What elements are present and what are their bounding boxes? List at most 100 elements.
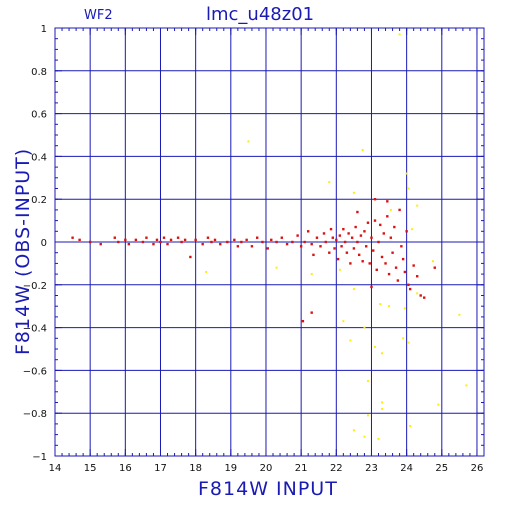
data-point-matched <box>356 210 359 214</box>
data-point-matched <box>342 227 345 231</box>
data-point-matched <box>201 242 204 246</box>
data-point-matched <box>372 249 375 252</box>
data-point-matched <box>350 236 354 239</box>
data-point-matched <box>169 238 173 242</box>
data-point-unmatched <box>405 172 408 175</box>
data-point-matched <box>336 257 340 261</box>
data-point-unmatched <box>363 326 366 329</box>
data-point-matched <box>189 255 192 259</box>
data-point-unmatched <box>363 435 366 438</box>
y-tick-label: 0.2 <box>31 195 47 206</box>
x-tick-label: 15 <box>84 463 97 474</box>
y-axis-label: F814W (OBS-INPUT) <box>12 147 34 355</box>
data-point-matched <box>255 236 259 239</box>
data-point-matched <box>368 262 371 265</box>
data-point-matched <box>155 238 159 242</box>
data-point-matched <box>303 240 306 244</box>
data-point-unmatched <box>366 414 369 417</box>
data-point-unmatched <box>205 270 208 273</box>
y-tick-label: 0.8 <box>31 67 47 78</box>
data-point-matched <box>391 251 394 254</box>
y-tick-label: −0.2 <box>23 281 47 292</box>
y-tick-label: −0.8 <box>23 409 47 420</box>
y-tick-label: −0.4 <box>23 324 47 335</box>
data-point-matched <box>233 238 236 242</box>
y-tick-label: 0 <box>41 238 47 249</box>
data-point-matched <box>377 240 380 244</box>
data-point-unmatched <box>458 313 461 316</box>
data-point-matched <box>394 266 398 269</box>
data-point-unmatched <box>361 148 364 151</box>
data-point-matched <box>433 266 436 269</box>
data-point-matched <box>88 240 92 244</box>
data-point-matched <box>250 245 254 248</box>
data-point-matched <box>213 238 217 242</box>
plot-frame <box>54 27 485 457</box>
data-point-unmatched <box>465 384 468 387</box>
data-point-matched <box>141 240 145 244</box>
y-tick-label: −1 <box>32 452 47 463</box>
data-point-matched <box>370 285 373 289</box>
x-tick-label: 25 <box>435 463 448 474</box>
data-point-unmatched <box>328 181 331 184</box>
data-point-matched <box>145 236 148 239</box>
data-point-unmatched <box>247 140 250 143</box>
data-point-matched <box>315 236 319 239</box>
data-point-matched <box>396 279 400 282</box>
data-point-matched <box>240 240 243 244</box>
chart-tick-labels: 14 15 16 17 18 19 20 21 22 23 24 25 26 −1 −0.8 −0.6 −0.4… <box>23 24 484 474</box>
data-point-unmatched <box>416 292 419 295</box>
data-point-unmatched <box>388 305 391 308</box>
data-point-matched <box>335 238 338 242</box>
data-point-unmatched <box>381 401 384 404</box>
chart-title: lmc_u48z01 <box>206 4 315 25</box>
data-point-matched <box>266 247 269 250</box>
data-point-unmatched <box>373 345 376 348</box>
data-point-matched <box>347 232 350 235</box>
data-point-unmatched <box>275 266 278 269</box>
data-point-unmatched <box>379 303 382 306</box>
data-point-matched <box>393 225 396 229</box>
data-point-matched <box>375 268 378 272</box>
data-point-matched <box>291 240 294 244</box>
data-point-matched <box>113 236 116 239</box>
data-point-matched <box>162 236 166 239</box>
data-point-matched <box>299 245 303 248</box>
data-point-unmatched <box>389 208 392 211</box>
data-point-matched <box>405 230 408 233</box>
data-point-matched <box>127 242 131 246</box>
data-point-matched <box>349 262 352 265</box>
data-point-matched <box>408 287 412 291</box>
data-point-unmatched <box>352 191 355 194</box>
data-point-matched <box>270 238 273 242</box>
data-point-unmatched <box>342 320 345 323</box>
x-axis-label: F814W INPUT <box>198 478 338 500</box>
data-point-matched <box>412 264 415 267</box>
data-point-matched <box>180 240 183 244</box>
data-point-matched <box>71 236 74 239</box>
x-tick-label: 20 <box>260 463 273 474</box>
data-point-unmatched <box>310 273 313 276</box>
data-point-unmatched <box>381 352 384 355</box>
data-point-unmatched <box>352 429 355 432</box>
data-point-unmatched <box>352 288 355 291</box>
data-point-matched <box>403 270 407 274</box>
data-point-matched <box>387 272 391 276</box>
data-point-unmatched <box>366 380 369 383</box>
data-point-unmatched <box>432 260 435 263</box>
y-tick-label: −0.6 <box>23 366 47 377</box>
data-point-matched <box>419 294 422 297</box>
data-point-matched <box>379 223 382 227</box>
data-point-matched <box>333 247 336 250</box>
data-point-matched <box>386 215 389 218</box>
y-tick-label: 0.6 <box>31 110 47 121</box>
data-point-matched <box>301 319 305 323</box>
x-tick-label: 16 <box>119 463 132 474</box>
data-point-matched <box>389 236 393 239</box>
x-tick-label: 14 <box>49 463 62 474</box>
data-point-matched <box>275 240 278 244</box>
data-point-matched <box>78 238 81 242</box>
data-point-matched <box>373 219 377 222</box>
x-tick-label: 26 <box>471 463 484 474</box>
